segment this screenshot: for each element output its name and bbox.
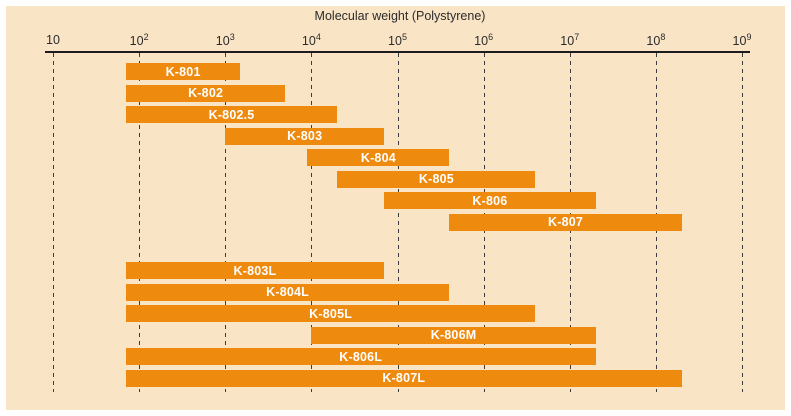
bar-label: K-805 [418,172,454,186]
bar-label: K-807L [382,371,426,385]
x-tick-label: 10 [46,33,60,47]
range-bar: K-806L [125,348,596,365]
x-tick-label: 106 [474,32,494,49]
bar-label: K-804L [266,285,309,299]
bar-label: K-803 [287,129,323,143]
range-bar: K-803L [125,262,385,279]
range-bar: K-803 [225,127,385,145]
range-bar: K-806 [384,192,596,209]
range-bar: K-804 [307,149,450,166]
range-bar: K-801 [125,63,241,80]
bar-label: K-804 [360,150,396,165]
range-bar: K-807L [125,369,682,387]
range-bar: K-805L [125,305,536,322]
range-bar: K-807 [449,213,682,231]
bar-label: K-803L [233,263,277,278]
gridline [311,53,313,392]
bar-label: K-807 [548,215,584,229]
x-tick-label: 107 [560,32,580,49]
bar-label: K-806M [430,328,477,342]
gridline [397,53,399,392]
range-bar: K-802.5 [125,106,338,123]
gridline [742,53,743,392]
x-tick-label: 108 [646,32,666,49]
bar-label: K-802.5 [208,107,255,122]
x-tick-label: 102 [129,32,149,49]
bar-label: K-806L [339,349,383,364]
bar-label: K-806 [472,193,508,208]
range-bar: K-804L [125,283,450,301]
x-tick-label: 109 [732,32,752,49]
range-bar: K-805 [337,170,536,188]
x-axis-line [45,51,750,53]
gridline [225,53,227,392]
bar-label: K-802 [188,86,224,100]
range-bar: K-806M [311,326,596,344]
gridline [139,53,141,392]
bar-label: K-801 [165,64,201,79]
x-tick-label: 104 [301,32,321,49]
range-bar: K-802 [125,84,286,102]
bar-label: K-805L [309,306,353,321]
gridline [53,53,54,392]
x-tick-label: 103 [215,32,235,49]
axis-title: Molecular weight (Polystyrene) [314,9,486,23]
x-tick-label: 105 [388,32,407,49]
